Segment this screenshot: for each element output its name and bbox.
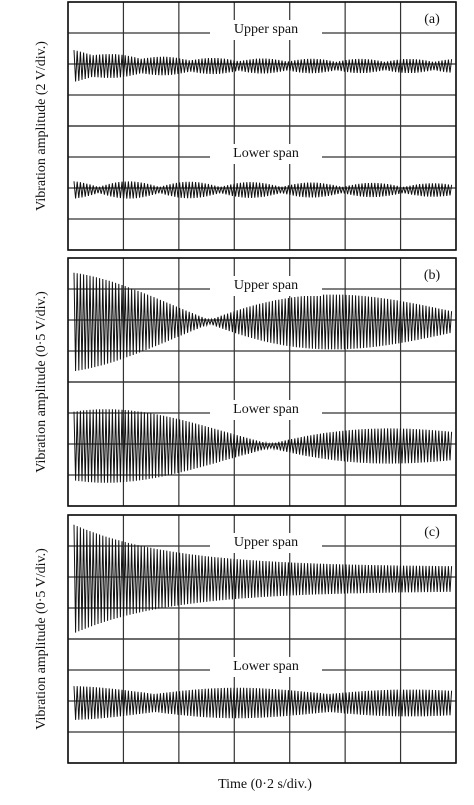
trace-title: Lower span <box>233 659 299 674</box>
trace-title: Lower span <box>233 146 299 161</box>
panel-frame <box>67 1 457 251</box>
trace-title: Upper span <box>234 278 298 293</box>
y-axis-label: Vibration amplitude (2 V/div.) <box>34 41 49 211</box>
y-axis-label: Vibration amplitude (0·5 V/div.) <box>34 548 49 730</box>
waveform <box>73 524 453 633</box>
panel-label: (c) <box>424 525 440 540</box>
trace-title-bg <box>210 400 322 420</box>
x-axis-label: Time (0·2 s/div.) <box>218 777 312 792</box>
panel-label-bg <box>415 264 449 286</box>
y-axis-label: Vibration amplitude (0·5 V/div.) <box>34 291 49 473</box>
panel-label-bg <box>415 8 449 30</box>
trace-title: Lower span <box>233 402 299 417</box>
panel-label: (b) <box>424 268 441 283</box>
waveform <box>73 181 453 199</box>
waveform <box>73 50 453 82</box>
trace-title: Upper span <box>234 22 298 37</box>
panel-label-bg <box>415 521 449 543</box>
panel-label: (a) <box>424 12 440 27</box>
trace-title-bg <box>210 533 322 553</box>
trace-title-bg <box>210 657 322 677</box>
trace-title-bg <box>210 144 322 164</box>
trace-title: Upper span <box>234 535 298 550</box>
trace-title-bg <box>210 20 322 40</box>
panel-frame <box>67 514 457 764</box>
waveform <box>73 272 453 372</box>
waveform <box>73 686 453 720</box>
panel-frame <box>67 257 457 507</box>
trace-title-bg <box>210 276 322 296</box>
waveform <box>73 409 453 483</box>
